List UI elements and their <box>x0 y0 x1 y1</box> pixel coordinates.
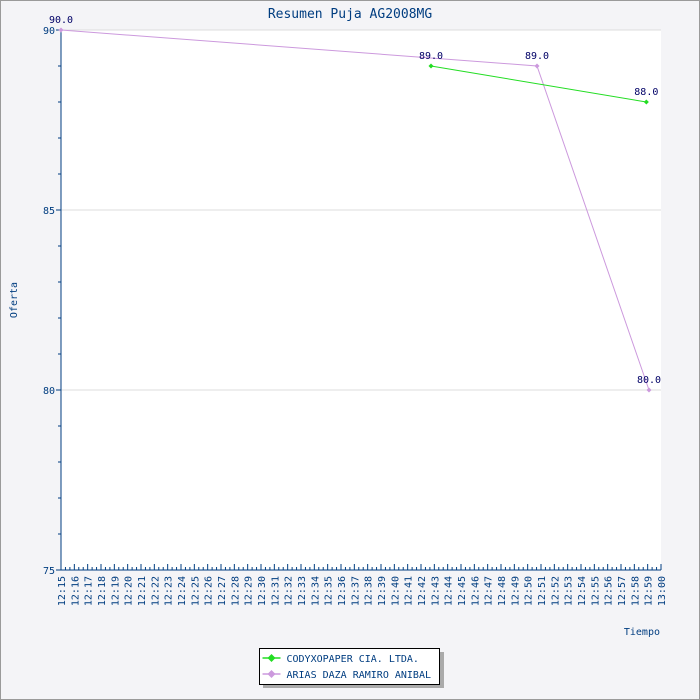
x-tick-label: 12:59 <box>644 576 655 606</box>
x-tick-label: 12:18 <box>97 576 108 606</box>
y-tick-label: 75 <box>43 566 55 577</box>
x-tick-label: 12:39 <box>377 576 388 606</box>
x-tick-label: 12:57 <box>617 576 628 606</box>
x-tick-label: 12:38 <box>364 576 375 606</box>
x-tick-label: 12:35 <box>324 576 335 606</box>
data-point <box>643 99 649 105</box>
legend-marker <box>267 654 276 662</box>
plot-area <box>61 30 661 570</box>
x-tick-label: 12:24 <box>177 576 188 606</box>
legend: CODYXOPAPER CIA. LTDA. ARIAS DAZA RAMIRO … <box>259 648 444 688</box>
x-tick-label: 12:50 <box>524 576 535 606</box>
data-point <box>646 387 652 393</box>
x-tick-label: 12:30 <box>257 576 268 606</box>
data-label: 88.0 <box>634 87 658 98</box>
data-label: 80.0 <box>637 375 661 386</box>
x-tick-label: 12:36 <box>337 576 348 606</box>
data-label: 89.0 <box>419 51 443 62</box>
x-tick-label: 12:45 <box>457 576 468 606</box>
x-tick-label: 12:28 <box>230 576 241 606</box>
x-tick-label: 12:40 <box>390 576 401 606</box>
x-tick-label: 12:29 <box>244 576 255 606</box>
y-tick-label: 90 <box>43 26 55 37</box>
data-point <box>428 63 434 69</box>
x-tick-label: 12:19 <box>110 576 121 606</box>
x-tick-label: 12:33 <box>297 576 308 606</box>
x-axis-label: Tiempo <box>624 627 660 638</box>
data-point <box>534 63 540 69</box>
x-tick-label: 12:42 <box>417 576 428 606</box>
x-tick-label: 12:17 <box>84 576 95 606</box>
x-tick-label: 12:54 <box>577 576 588 606</box>
x-tick-label: 12:23 <box>164 576 175 606</box>
x-tick-label: 12:43 <box>430 576 441 606</box>
x-tick-label: 12:20 <box>124 576 135 606</box>
x-tick-label: 12:56 <box>604 576 615 606</box>
chart-title: Resumen Puja AG2008MG <box>268 7 433 22</box>
x-tick-label: 12:58 <box>630 576 641 606</box>
x-tick-label: 12:41 <box>404 576 415 606</box>
legend-entry: ARIAS DAZA RAMIRO ANIBAL <box>287 670 432 681</box>
x-tick-label: 12:15 <box>57 576 68 606</box>
y-axis-label: Oferta <box>9 282 20 318</box>
x-tick-label: 12:32 <box>284 576 295 606</box>
x-tick-label: 12:31 <box>270 576 281 606</box>
x-tick-label: 12:52 <box>550 576 561 606</box>
y-tick-label: 80 <box>43 386 55 397</box>
x-tick-label: 12:34 <box>310 576 321 606</box>
legend-box <box>259 648 440 685</box>
data-point <box>58 27 64 33</box>
data-label: 89.0 <box>525 51 549 62</box>
x-tick-label: 12:49 <box>510 576 521 606</box>
x-tick-label: 12:25 <box>190 576 201 606</box>
data-label: 90.0 <box>49 15 73 26</box>
x-tick-label: 12:51 <box>537 576 548 606</box>
x-tick-label: 12:21 <box>137 576 148 606</box>
x-tick-label: 12:44 <box>444 576 455 606</box>
series-line <box>430 65 647 103</box>
x-tick-label: 12:16 <box>70 576 81 606</box>
x-tick-label: 12:48 <box>497 576 508 606</box>
x-tick-label: 12:37 <box>350 576 361 606</box>
y-tick-label: 85 <box>43 206 55 217</box>
x-tick-label: 12:47 <box>484 576 495 606</box>
x-tick-label: 13:00 <box>657 576 668 606</box>
legend-entry: CODYXOPAPER CIA. LTDA. <box>287 654 419 665</box>
legend-marker <box>267 670 276 678</box>
x-tick-label: 12:55 <box>590 576 601 606</box>
x-tick-label: 12:53 <box>564 576 575 606</box>
x-tick-label: 12:46 <box>470 576 481 606</box>
x-tick-label: 12:26 <box>204 576 215 606</box>
x-tick-label: 12:22 <box>150 576 161 606</box>
x-tick-label: 12:27 <box>217 576 228 606</box>
